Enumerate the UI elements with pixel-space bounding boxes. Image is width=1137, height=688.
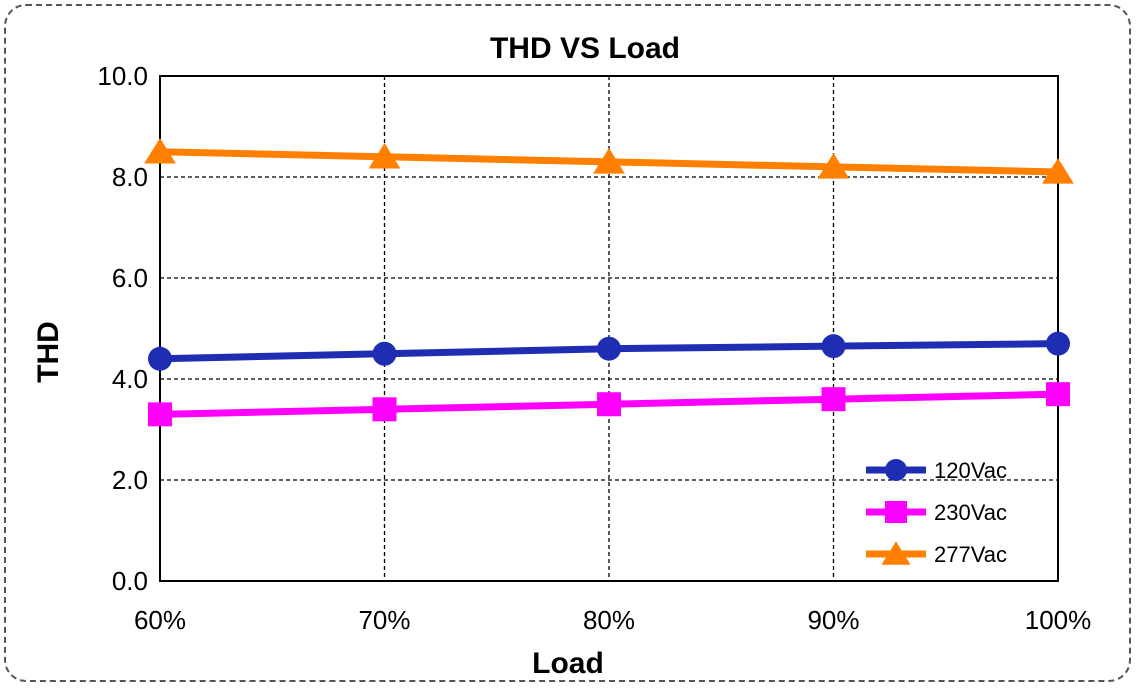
x-axis-label: Load <box>532 647 604 680</box>
x-tick-label: 60% <box>134 605 186 635</box>
data-point <box>597 336 621 361</box>
x-tick-label: 90% <box>807 605 859 635</box>
data-point <box>817 153 850 179</box>
data-point <box>821 387 846 412</box>
legend-label: 120Vac <box>934 458 1007 483</box>
data-point <box>593 148 625 174</box>
y-tick-label: 4.0 <box>112 364 148 394</box>
series-120vac <box>148 331 1070 371</box>
legend-item-230vac: 230Vac <box>866 500 1007 525</box>
data-point <box>1042 158 1074 184</box>
legend-label: 230Vac <box>934 500 1007 525</box>
legend-label: 277Vac <box>934 542 1007 567</box>
data-point <box>148 402 172 427</box>
data-point <box>1046 382 1070 407</box>
data-point <box>372 341 397 366</box>
tick-labels: 0.0 2.0 4.0 6.0 8.0 10.0 60% 70% 80% 90% 100% <box>97 61 1091 635</box>
y-tick-label: 10.0 <box>97 61 148 91</box>
series-230vac <box>148 382 1070 427</box>
y-tick-label: 6.0 <box>112 263 148 293</box>
plot-area <box>159 75 1059 582</box>
y-axis-label: THD <box>32 321 65 383</box>
series-layer <box>144 137 1074 427</box>
legend-swatch-marker <box>885 459 907 481</box>
data-point <box>148 346 172 371</box>
y-tick-label: 0.0 <box>112 566 148 596</box>
y-tick-label: 2.0 <box>112 465 148 495</box>
chart-title: THD VS Load <box>490 32 680 65</box>
y-tick-label: 8.0 <box>112 162 148 192</box>
data-point <box>372 397 397 422</box>
series-277vac <box>144 137 1074 184</box>
data-point <box>597 392 621 417</box>
legend-item-277vac: 277Vac <box>866 541 1007 567</box>
chart-frame <box>4 4 1131 682</box>
legend: 120Vac 230Vac 277Vac <box>866 458 1007 567</box>
x-tick-label: 70% <box>358 605 410 635</box>
legend-swatch-marker <box>885 501 907 523</box>
data-point <box>1046 331 1070 356</box>
legend-swatch-marker <box>881 541 911 565</box>
x-tick-label: 80% <box>583 605 635 635</box>
x-tick-label: 100% <box>1025 605 1092 635</box>
legend-item-120vac: 120Vac <box>866 458 1007 483</box>
data-point <box>368 143 401 169</box>
data-point <box>821 334 846 359</box>
data-point <box>144 137 176 164</box>
